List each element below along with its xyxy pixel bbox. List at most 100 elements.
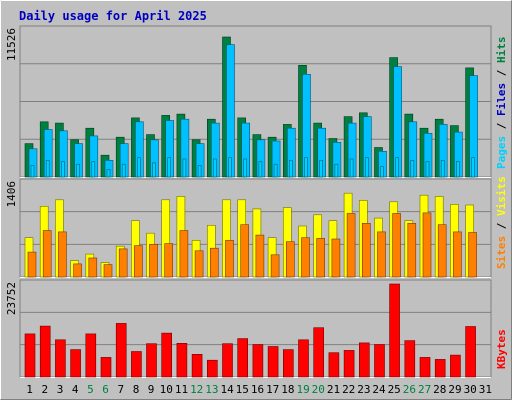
bar-sites-day-7 — [118, 248, 128, 278]
legend-entry-pages: Pages — [495, 136, 508, 169]
bar-sites-day-17 — [270, 254, 280, 278]
panel-hits-files-pages: 11526 Pages / Files / Hits — [5, 25, 508, 178]
x-tick-label-26: 26 — [403, 383, 416, 396]
bar-kbytes-day-6 — [100, 357, 112, 378]
bar-pages-day-30 — [471, 157, 475, 178]
bar-kbytes-day-3 — [55, 339, 66, 378]
bar-pages-day-14 — [228, 157, 232, 178]
bar-kbytes-day-23 — [358, 342, 370, 378]
x-tick-label-28: 28 — [433, 383, 446, 396]
bar-sites-day-2 — [42, 230, 52, 278]
x-tick-label-21: 21 — [327, 383, 340, 396]
x-tick-label-6: 6 — [102, 383, 109, 396]
right-legend-text: Sites / Visits — [495, 176, 508, 269]
bar-sites-day-24 — [377, 231, 386, 278]
x-tick-label-23: 23 — [357, 383, 370, 396]
bar-sites-day-29 — [453, 231, 462, 278]
bar-sites-day-27 — [422, 212, 432, 278]
bar-pages-day-16 — [258, 161, 263, 178]
right-legend-text: KBytes — [495, 329, 508, 369]
bar-sites-day-21 — [331, 238, 341, 278]
right-legend: Pages / Files / Hits — [495, 37, 508, 170]
bar-sites-day-5 — [88, 257, 98, 278]
bar-kbytes-day-27 — [419, 357, 431, 378]
right-legend: KBytes — [495, 329, 508, 369]
bar-kbytes-day-26 — [404, 340, 416, 378]
bar-sites-day-4 — [73, 263, 82, 278]
x-tick-label-31: 31 — [479, 383, 492, 396]
x-axis-labels: 1 2 3 4 5 6 7 8 9 10 11 12 13 14 15 16 17 18 19 20 21 22 23 24 2… — [26, 383, 492, 396]
bar-sites-day-19 — [301, 237, 310, 278]
bars-hits-files-pages — [24, 36, 478, 178]
bar-kbytes-day-21 — [328, 352, 340, 378]
bar-pages-day-9 — [152, 162, 156, 178]
bar-kbytes-day-10 — [161, 332, 172, 378]
legend-separator: / — [495, 63, 508, 83]
legend-entry-visits: Visits — [495, 176, 508, 216]
bar-pages-day-29 — [456, 161, 460, 178]
bar-pages-day-23 — [364, 157, 369, 178]
bar-pages-day-25 — [395, 157, 399, 178]
bar-kbytes-day-12 — [191, 353, 203, 378]
bar-pages-day-24 — [380, 166, 384, 178]
bar-kbytes-day-4 — [70, 349, 81, 378]
bar-sites-day-12 — [194, 250, 204, 278]
bar-pages-day-26 — [410, 160, 415, 178]
bar-kbytes-day-18 — [282, 349, 294, 378]
x-tick-label-20: 20 — [312, 383, 325, 396]
x-tick-label-12: 12 — [190, 383, 203, 396]
bar-pages-day-13 — [213, 158, 217, 178]
bar-pages-day-10 — [167, 157, 171, 178]
bars-kbytes — [24, 283, 476, 378]
bar-kbytes-day-7 — [115, 323, 127, 378]
right-legend-text: Pages / Files / Hits — [495, 37, 508, 170]
bar-sites-day-3 — [58, 231, 67, 278]
x-tick-label-9: 9 — [148, 383, 155, 396]
y-tick-label: 23752 — [5, 282, 18, 315]
x-tick-label-7: 7 — [117, 383, 124, 396]
bar-pages-day-1 — [30, 165, 35, 178]
bar-sites-day-16 — [255, 234, 265, 278]
bar-sites-day-23 — [361, 223, 371, 278]
bar-kbytes-day-25 — [389, 283, 400, 378]
bar-kbytes-day-30 — [465, 326, 476, 378]
bar-kbytes-day-5 — [85, 333, 97, 378]
bar-kbytes-day-22 — [343, 350, 355, 378]
legend-entry-kbytes: KBytes — [495, 329, 508, 369]
bar-pages-day-19 — [304, 157, 308, 178]
bar-sites-day-13 — [210, 247, 219, 278]
bar-kbytes-day-17 — [267, 346, 279, 378]
x-tick-label-14: 14 — [220, 383, 234, 396]
bar-kbytes-day-13 — [207, 359, 218, 378]
bar-pages-day-18 — [288, 160, 293, 178]
chart-title: Daily usage for April 2025 — [19, 9, 207, 23]
bar-sites-day-10 — [164, 243, 173, 278]
bar-kbytes-day-20 — [313, 327, 325, 378]
bar-kbytes-day-29 — [450, 354, 461, 378]
x-tick-label-4: 4 — [72, 383, 79, 396]
x-tick-label-30: 30 — [464, 383, 477, 396]
bars-visits-sites — [24, 192, 477, 278]
bar-pages-day-5 — [91, 161, 96, 178]
bar-pages-day-2 — [45, 160, 50, 178]
x-tick-label-29: 29 — [448, 383, 461, 396]
bar-pages-day-6 — [106, 169, 111, 178]
bar-sites-day-26 — [407, 223, 417, 278]
bar-kbytes-day-16 — [252, 344, 264, 378]
legend-entry-sites: Sites — [495, 236, 508, 269]
bar-files-day-14 — [226, 44, 235, 178]
bar-sites-day-18 — [285, 241, 295, 278]
bar-kbytes-day-14 — [222, 343, 233, 378]
bar-sites-day-22 — [346, 213, 356, 278]
panel-kbytes: 23752 KBytes — [5, 279, 508, 378]
bar-pages-day-8 — [137, 157, 141, 178]
x-tick-label-16: 16 — [251, 383, 264, 396]
bar-sites-day-30 — [468, 232, 477, 278]
bar-sites-day-6 — [103, 264, 113, 278]
x-tick-label-11: 11 — [175, 383, 188, 396]
bar-pages-day-28 — [440, 160, 445, 178]
bar-sites-day-8 — [134, 245, 143, 278]
legend-separator: / — [495, 116, 508, 136]
